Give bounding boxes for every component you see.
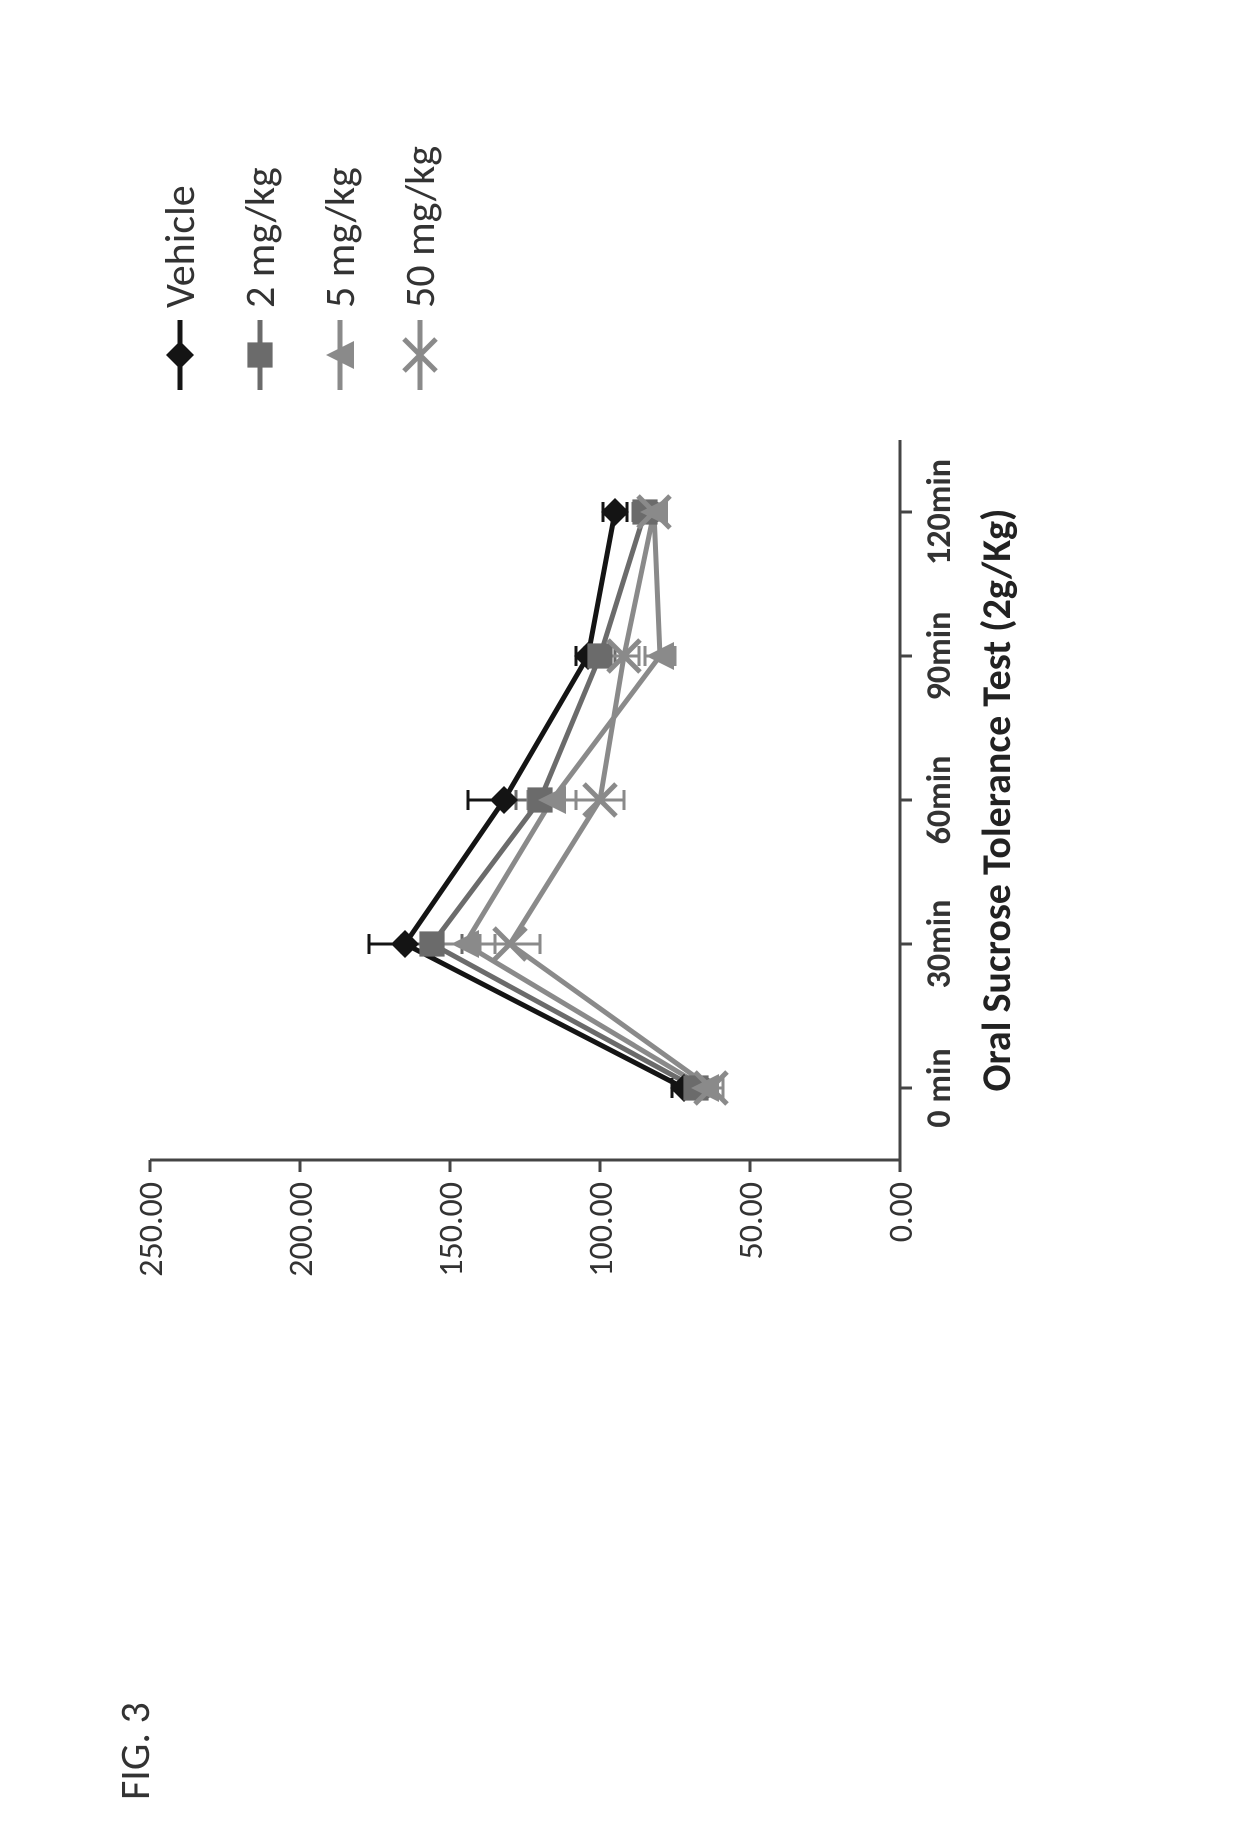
y-tick-label: 150.00 [431,1182,472,1277]
marker-square [587,643,612,668]
marker-diamond [391,930,419,958]
marker-square [419,931,444,956]
marker-triangle [451,930,479,958]
legend-label: 50 mg/kg [395,146,446,308]
marker-diamond [490,786,518,814]
marker-square [247,342,272,367]
y-tick-label: 0.00 [881,1182,922,1242]
y-tick-label: 250.00 [131,1182,172,1277]
legend-label: Vehicle [155,185,206,308]
legend-label: 2 mg/kg [235,167,286,308]
legend-label: 5 mg/kg [315,167,366,308]
y-tick-label: 200.00 [281,1182,322,1277]
y-tick-label: 100.00 [581,1182,622,1277]
chart-svg: 0.00 50.00 100.00 150.00 200.00 250.00 0 min 30… [50,110,1150,1350]
y-tick-label: 50.00 [731,1182,772,1260]
marker-diamond [166,341,194,369]
x-tick-label: 120min [919,459,960,565]
x-tick-label: 60min [919,756,960,845]
figure-label: FIG. 3 [110,1702,161,1800]
x-axis-title: Oral Sucrose Tolerance Test (2g/Kg) [972,508,1021,1091]
x-tick-label: 30min [919,900,960,989]
marker-diamond [601,498,629,526]
x-tick-label: 90min [919,612,960,701]
x-tick-label: 0 min [919,1048,960,1127]
chart-container: 0.00 50.00 100.00 150.00 200.00 250.00 0 min 30… [50,110,1150,1350]
